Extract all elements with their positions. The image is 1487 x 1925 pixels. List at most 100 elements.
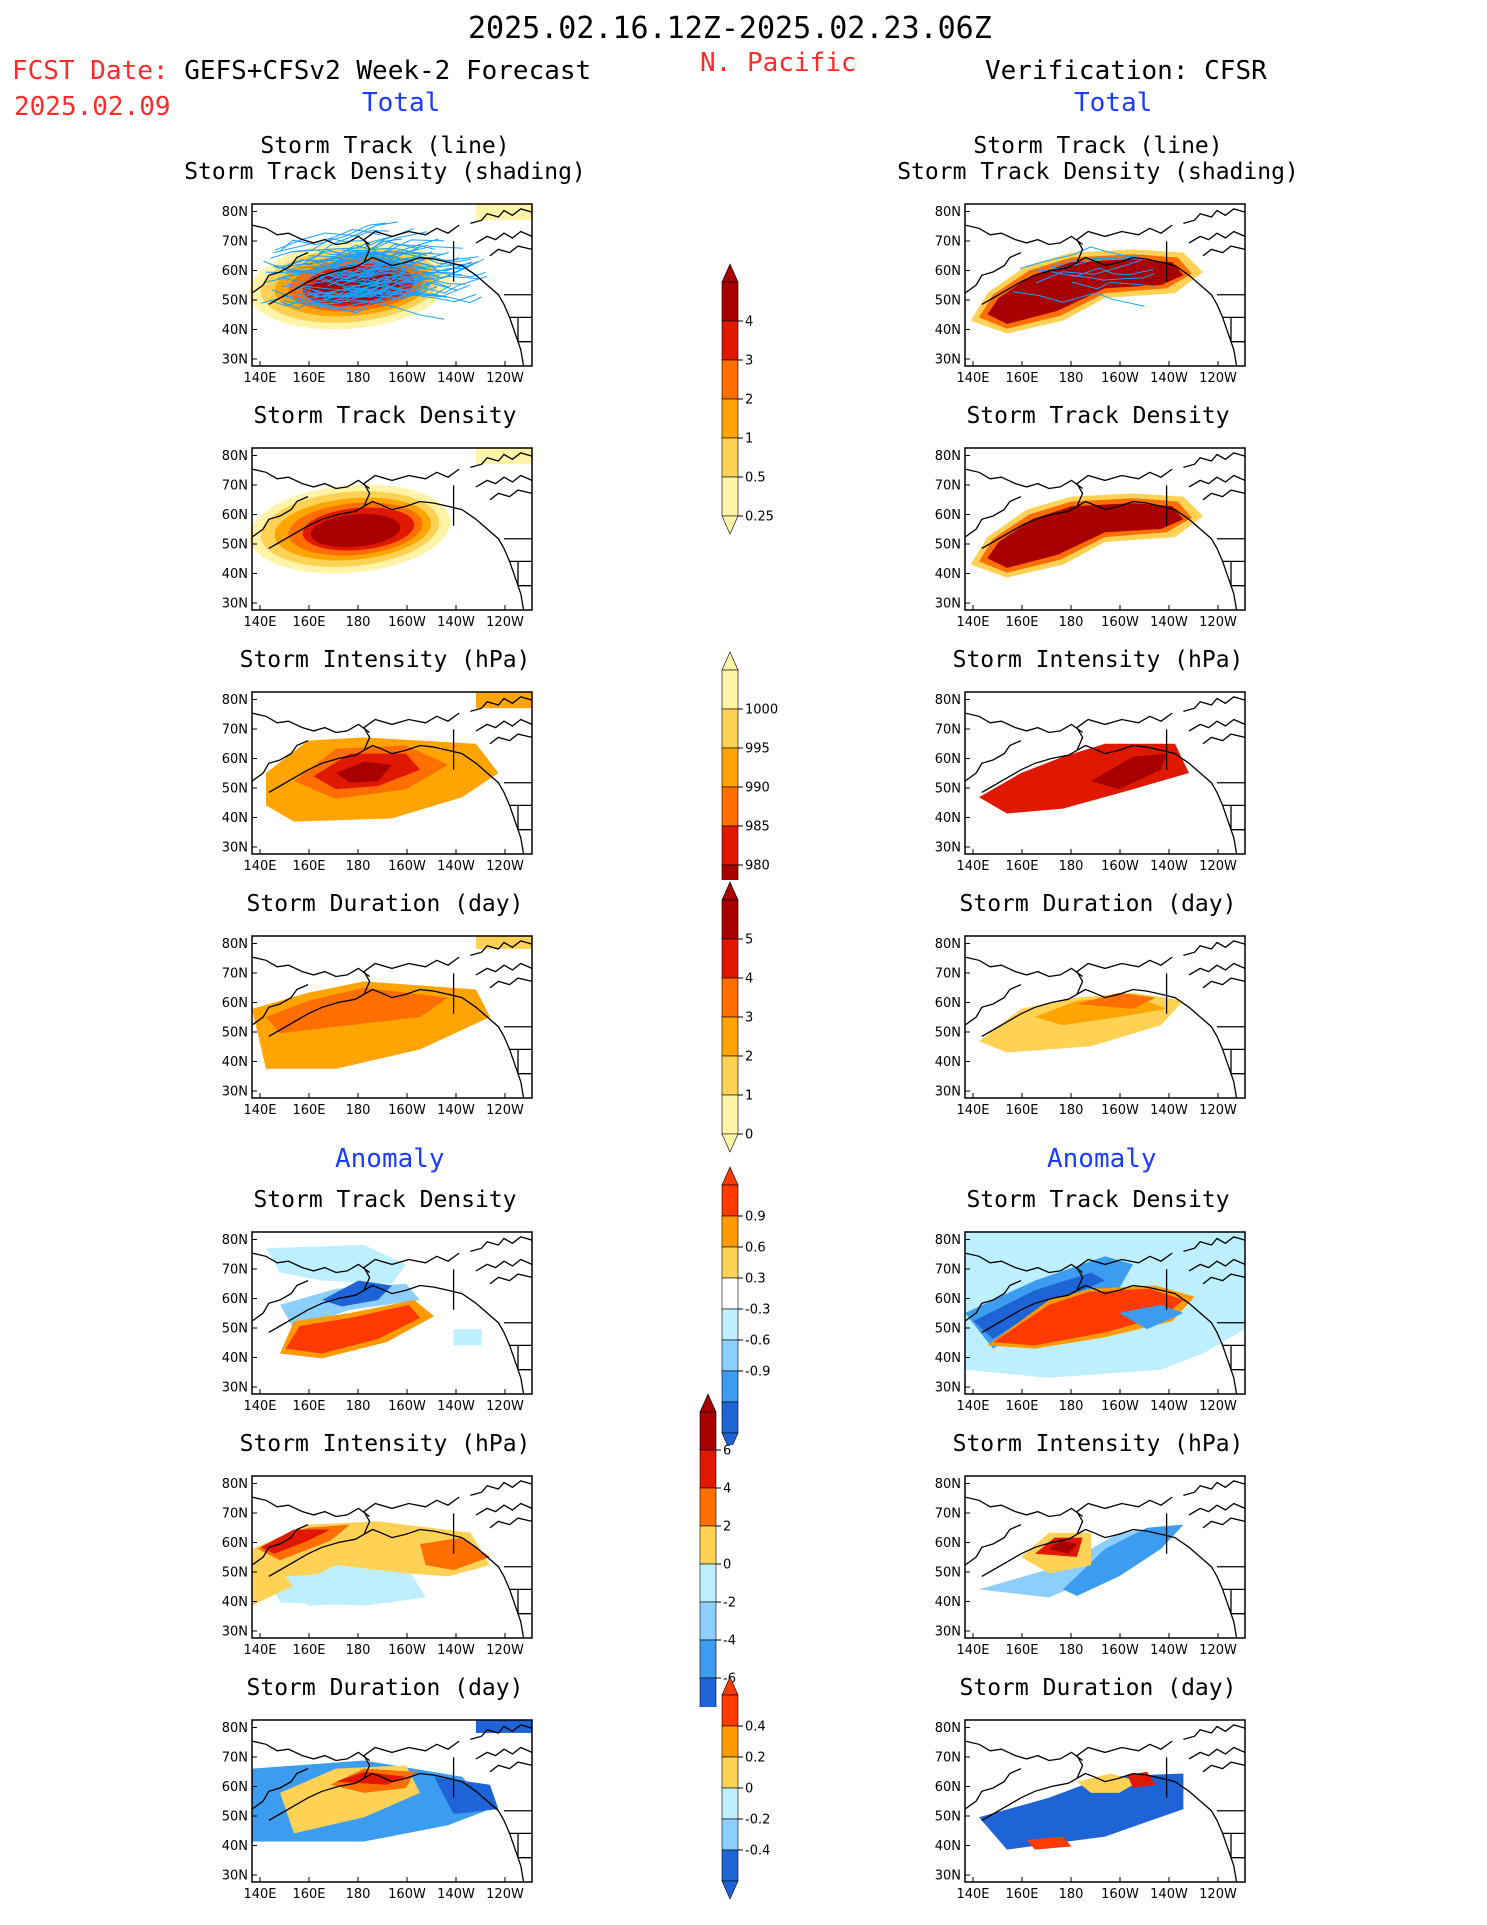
shade-region [979, 1773, 1184, 1850]
x-tick-label: 140W [1150, 1399, 1188, 1414]
y-tick-label: 30N [935, 1381, 961, 1396]
storm-track [332, 244, 436, 258]
x-tick-label: 160W [388, 1887, 426, 1902]
colorbar-label: -2 [723, 1596, 736, 1611]
shade-region [336, 761, 392, 783]
colorbar-segment [699, 1563, 717, 1603]
colorbar-label: 6 [723, 1444, 731, 1459]
y-tick-label: 30N [935, 1869, 961, 1884]
title-track-line-right: Storm Track (line) [973, 133, 1223, 159]
x-tick-label: 140E [956, 1103, 989, 1118]
y-tick-label: 40N [222, 1595, 248, 1610]
x-tick-label: 140E [956, 1887, 989, 1902]
map-duration-verification: 140E 160E 180 160W 140W 120W 30N 40N 50N 60N 70N 80… [935, 935, 1246, 1118]
x-tick-label: 180 [346, 371, 371, 386]
x-tick-label: 160E [292, 859, 325, 874]
x-tick-label: 160E [1005, 1103, 1038, 1118]
x-tick-label: 160E [292, 1103, 325, 1118]
colorbar-arrow-bottom [721, 1133, 739, 1153]
storm-track [348, 266, 463, 287]
storm-track [362, 252, 472, 276]
title-intensity-anom-left: Storm Intensity (hPa) [239, 1431, 531, 1457]
y-tick-label: 70N [935, 479, 961, 494]
y-tick-label: 40N [222, 323, 248, 338]
colorbar-segment [721, 1818, 739, 1851]
shade-cell [453, 1329, 482, 1346]
shade-region [1049, 1540, 1077, 1554]
y-tick-label: 80N [222, 1721, 248, 1736]
colorbar-label: 995 [745, 742, 770, 757]
map-density-anom-forecast: 140E 160E 180 160W 140W 120W 30N 40N 50N 60N 70N 80… [222, 1231, 533, 1414]
y-tick-label: 50N [935, 538, 961, 553]
x-tick-label: 140W [437, 1399, 475, 1414]
title-intensity-anom-right: Storm Intensity (hPa) [952, 1431, 1244, 1457]
y-tick-label: 70N [222, 479, 248, 494]
colorbar-segment [721, 669, 739, 710]
storm-track [359, 261, 473, 282]
x-tick-label: 120W [1199, 859, 1237, 874]
storm-track [352, 272, 466, 285]
plot-frame [251, 1231, 533, 1395]
y-tick-label: 50N [222, 1026, 248, 1041]
x-tick-label: 120W [1199, 1643, 1237, 1658]
shade-region [285, 1304, 420, 1354]
colorbar-segment [721, 825, 739, 866]
storm-track [281, 282, 365, 309]
y-tick-label: 80N [935, 693, 961, 708]
x-tick-label: 120W [1199, 1103, 1237, 1118]
title-duration-anom-left: Storm Duration (day) [246, 1675, 524, 1701]
shade-region [260, 1529, 331, 1554]
colorbar-label: 1000 [745, 703, 778, 718]
x-tick-label: 140W [437, 1643, 475, 1658]
colorbar-label: 2 [745, 393, 753, 408]
colorbar-label: 3 [745, 354, 753, 369]
colorbar-label: 980 [745, 859, 770, 874]
y-tick-label: 30N [222, 1085, 248, 1100]
shade-region [322, 1280, 392, 1307]
x-tick-label: 160E [1005, 1643, 1038, 1658]
x-tick-label: 120W [1199, 371, 1237, 386]
x-tick-label: 140E [243, 1887, 276, 1902]
x-tick-label: 180 [1059, 859, 1084, 874]
colorbar-density-anomaly: 0.9 0.6 0.3 -0.3 -0.6 -0.9 [721, 1166, 770, 1445]
y-tick-label: 70N [935, 1263, 961, 1278]
storm-track [361, 272, 486, 290]
title-track-shading-left: Storm Track Density (shading) [184, 159, 586, 185]
shade-region [1026, 1836, 1072, 1850]
storm-track [272, 228, 382, 254]
y-tick-label: 40N [935, 1351, 961, 1366]
shade-region [266, 987, 448, 1034]
storm-track [1070, 273, 1155, 281]
shade-region [476, 204, 532, 221]
colorbar-label: 3 [745, 1011, 753, 1026]
x-tick-label: 180 [346, 1887, 371, 1902]
x-tick-label: 140E [956, 1643, 989, 1658]
shade-region [476, 448, 532, 465]
x-tick-label: 120W [486, 371, 524, 386]
coastline [964, 1236, 1246, 1395]
storm-track [357, 248, 444, 262]
x-tick-label: 140W [437, 371, 475, 386]
storm-track [276, 244, 372, 279]
x-tick-label: 140E [243, 615, 276, 630]
x-tick-label: 160W [1101, 859, 1139, 874]
colorbar-label: 4 [745, 972, 753, 987]
fcst-date: 2025.02.09 [14, 92, 171, 122]
x-tick-label: 160W [1101, 371, 1139, 386]
x-tick-label: 140E [243, 1399, 276, 1414]
map-density-forecast: 140E 160E 180 160W 140W 120W 30N 40N 50N 60N 70N 80… [222, 447, 533, 630]
y-tick-label: 30N [222, 1381, 248, 1396]
y-tick-label: 40N [222, 567, 248, 582]
y-tick-label: 80N [935, 1477, 961, 1492]
x-tick-label: 160E [1005, 1887, 1038, 1902]
colorbar-label: 1 [745, 432, 753, 447]
y-tick-label: 60N [222, 264, 248, 279]
colorbar-label: 0.9 [745, 1210, 766, 1225]
coastline [964, 452, 1246, 611]
colorbar-segment [699, 1411, 717, 1451]
y-tick-label: 60N [222, 1780, 248, 1795]
colorbar-segment [721, 1694, 739, 1727]
x-tick-label: 160E [292, 1887, 325, 1902]
colorbar-arrow-bottom [721, 1880, 739, 1900]
y-tick-label: 70N [935, 235, 961, 250]
